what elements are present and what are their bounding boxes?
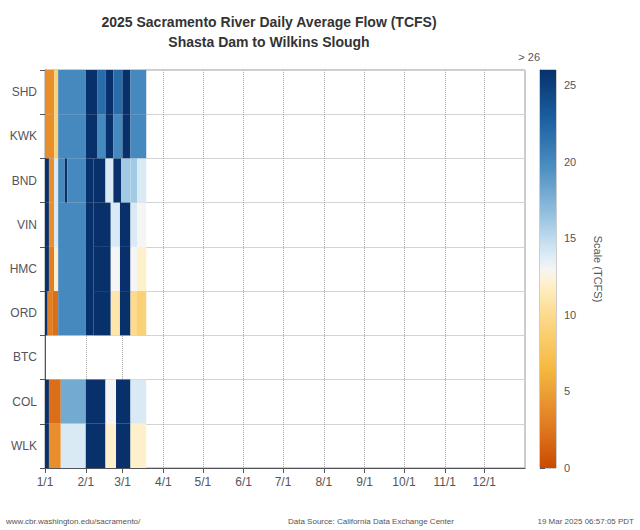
svg-text:Data Source: California Data E: Data Source: California Data Exchange Ce… [288,517,454,526]
svg-text:COL: COL [12,395,37,409]
svg-text:2/1: 2/1 [77,475,94,489]
svg-text:Scale (TCFS): Scale (TCFS) [592,236,604,303]
svg-text:9/1: 9/1 [356,475,373,489]
svg-text:12/1: 12/1 [473,475,497,489]
svg-text:15: 15 [564,232,576,244]
svg-text:ORD: ORD [10,306,37,320]
svg-text:5: 5 [564,385,570,397]
svg-text:WLK: WLK [11,439,37,453]
svg-text:HMC: HMC [10,262,38,276]
svg-text:Shasta Dam to Wilkins Slough: Shasta Dam to Wilkins Slough [168,34,369,50]
svg-text:25: 25 [564,79,576,91]
svg-text:> 26: > 26 [518,51,540,63]
svg-text:7/1: 7/1 [275,475,292,489]
svg-text:19 Mar 2025 06:57:05 PDT: 19 Mar 2025 06:57:05 PDT [537,517,634,526]
svg-text:6/1: 6/1 [235,475,252,489]
svg-text:BND: BND [12,174,38,188]
svg-text:10/1: 10/1 [392,475,416,489]
svg-text:VIN: VIN [17,218,37,232]
svg-text:4/1: 4/1 [155,475,172,489]
svg-text:2025 Sacramento River Daily Av: 2025 Sacramento River Daily Average Flow… [101,14,436,30]
svg-text:KWK: KWK [10,129,37,143]
svg-text:www.cbr.washington.edu/sacrame: www.cbr.washington.edu/sacramento/ [5,517,141,526]
svg-text:8/1: 8/1 [315,475,332,489]
svg-text:10: 10 [564,309,576,321]
svg-text:1/1: 1/1 [37,475,54,489]
svg-text:0: 0 [564,462,570,474]
svg-text:11/1: 11/1 [434,475,457,489]
svg-text:BTC: BTC [13,350,37,364]
svg-text:SHD: SHD [12,85,38,99]
svg-text:20: 20 [564,156,576,168]
svg-text:3/1: 3/1 [114,475,131,489]
svg-text:5/1: 5/1 [194,475,211,489]
